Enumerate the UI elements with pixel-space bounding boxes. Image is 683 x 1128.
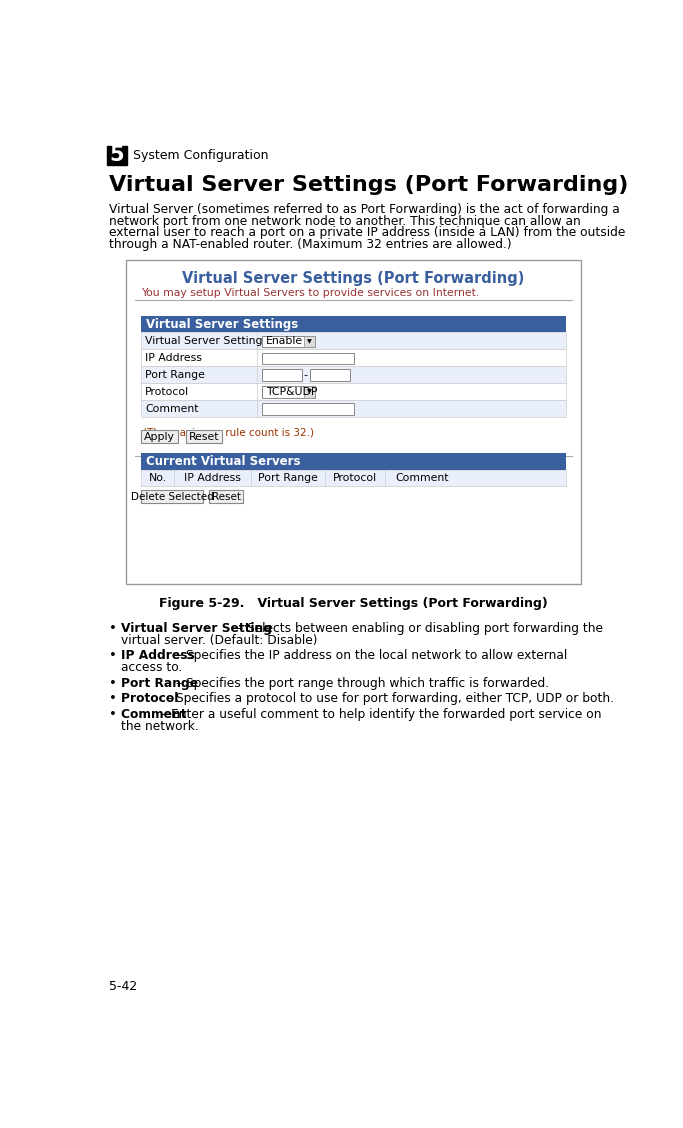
Bar [262,335,315,347]
Text: ▼: ▼ [307,338,311,344]
Bar [126,261,581,583]
Text: virtual server. (Default: Disable): virtual server. (Default: Disable) [121,634,318,647]
Text: -: - [303,370,307,380]
Text: Comment: Comment [121,708,191,721]
Text: (The maximum rule count is 32.): (The maximum rule count is 32.) [143,428,313,438]
Text: Port Range: Port Range [145,370,205,380]
Text: Current Virtual Servers: Current Virtual Servers [146,455,301,468]
Text: Virtual Server Settings: Virtual Server Settings [145,336,268,346]
Text: through a NAT-enabled router. (Maximum 32 entries are allowed.): through a NAT-enabled router. (Maximum 3… [109,238,512,250]
Text: 5: 5 [110,146,124,166]
Text: Virtual Server Settings (Port Forwarding): Virtual Server Settings (Port Forwarding… [182,271,525,285]
Bar [141,384,566,400]
Text: Port Range: Port Range [258,473,318,483]
Text: ▼: ▼ [307,389,311,395]
Text: Comment: Comment [145,404,199,414]
Text: Reset: Reset [189,432,219,442]
Text: Port Range: Port Range [121,677,202,690]
Bar [107,147,127,165]
Bar [141,400,566,417]
Bar [141,333,566,350]
Text: – Specifies the IP address on the local network to allow external: – Specifies the IP address on the local … [176,650,568,662]
Text: Virtual Server Settings (Port Forwarding): Virtual Server Settings (Port Forwarding… [109,175,628,195]
Text: external user to reach a port on a private IP address (inside a LAN) from the ou: external user to reach a port on a priva… [109,227,625,239]
Text: Virtual Server Setting: Virtual Server Setting [121,622,277,635]
Text: Delete Selected: Delete Selected [131,492,214,502]
Bar [210,491,243,503]
Text: Comment: Comment [395,473,449,483]
Text: TCP&UDP: TCP&UDP [266,387,318,397]
Text: •: • [109,693,117,705]
Text: •: • [109,650,117,662]
Text: System Configuration: System Configuration [133,149,269,162]
Text: the network.: the network. [121,720,199,733]
Text: – Specifies a protocol to use for port forwarding, either TCP, UDP or both.: – Specifies a protocol to use for port f… [167,693,615,705]
Bar [262,404,354,415]
Bar [262,387,315,398]
Text: network port from one network node to another. This technique can allow an: network port from one network node to an… [109,214,581,228]
Text: •: • [109,622,117,635]
Bar [141,430,178,443]
Bar [141,452,566,469]
Text: IP Address: IP Address [145,353,202,363]
Text: Enable: Enable [266,336,303,346]
Text: IP Address: IP Address [184,473,241,483]
Text: – Enter a useful comment to help identify the forwarded port service on: – Enter a useful comment to help identif… [161,708,602,721]
Bar [141,491,203,503]
Text: •: • [109,708,117,721]
Text: Protocol: Protocol [145,387,189,397]
Text: Virtual Server Settings: Virtual Server Settings [146,317,298,331]
Bar [310,370,350,381]
Text: Virtual Server (sometimes referred to as Port Forwarding) is the act of forwardi: Virtual Server (sometimes referred to as… [109,203,619,217]
Bar [304,387,315,398]
Bar [141,350,566,367]
Text: 5-42: 5-42 [109,980,137,993]
Text: You may setup Virtual Servers to provide services on Internet.: You may setup Virtual Servers to provide… [141,288,479,298]
Text: Protocol: Protocol [333,473,377,483]
Bar [262,370,303,381]
Bar [262,353,354,364]
Text: Apply: Apply [144,432,176,442]
Text: Figure 5-29.   Virtual Server Settings (Port Forwarding): Figure 5-29. Virtual Server Settings (Po… [159,598,548,610]
Bar [141,469,566,486]
Text: – Specifies the port range through which traffic is forwarded.: – Specifies the port range through which… [176,677,550,690]
Text: •: • [109,677,117,690]
Bar [186,430,222,443]
Bar [304,335,315,347]
Text: access to.: access to. [121,661,182,675]
Bar [141,316,566,333]
Text: – Selects between enabling or disabling port forwarding the: – Selects between enabling or disabling … [237,622,603,635]
Text: IP Address: IP Address [121,650,199,662]
Bar [141,367,566,384]
Text: No.: No. [148,473,167,483]
Text: Protocol: Protocol [121,693,182,705]
Text: Reset: Reset [212,492,241,502]
